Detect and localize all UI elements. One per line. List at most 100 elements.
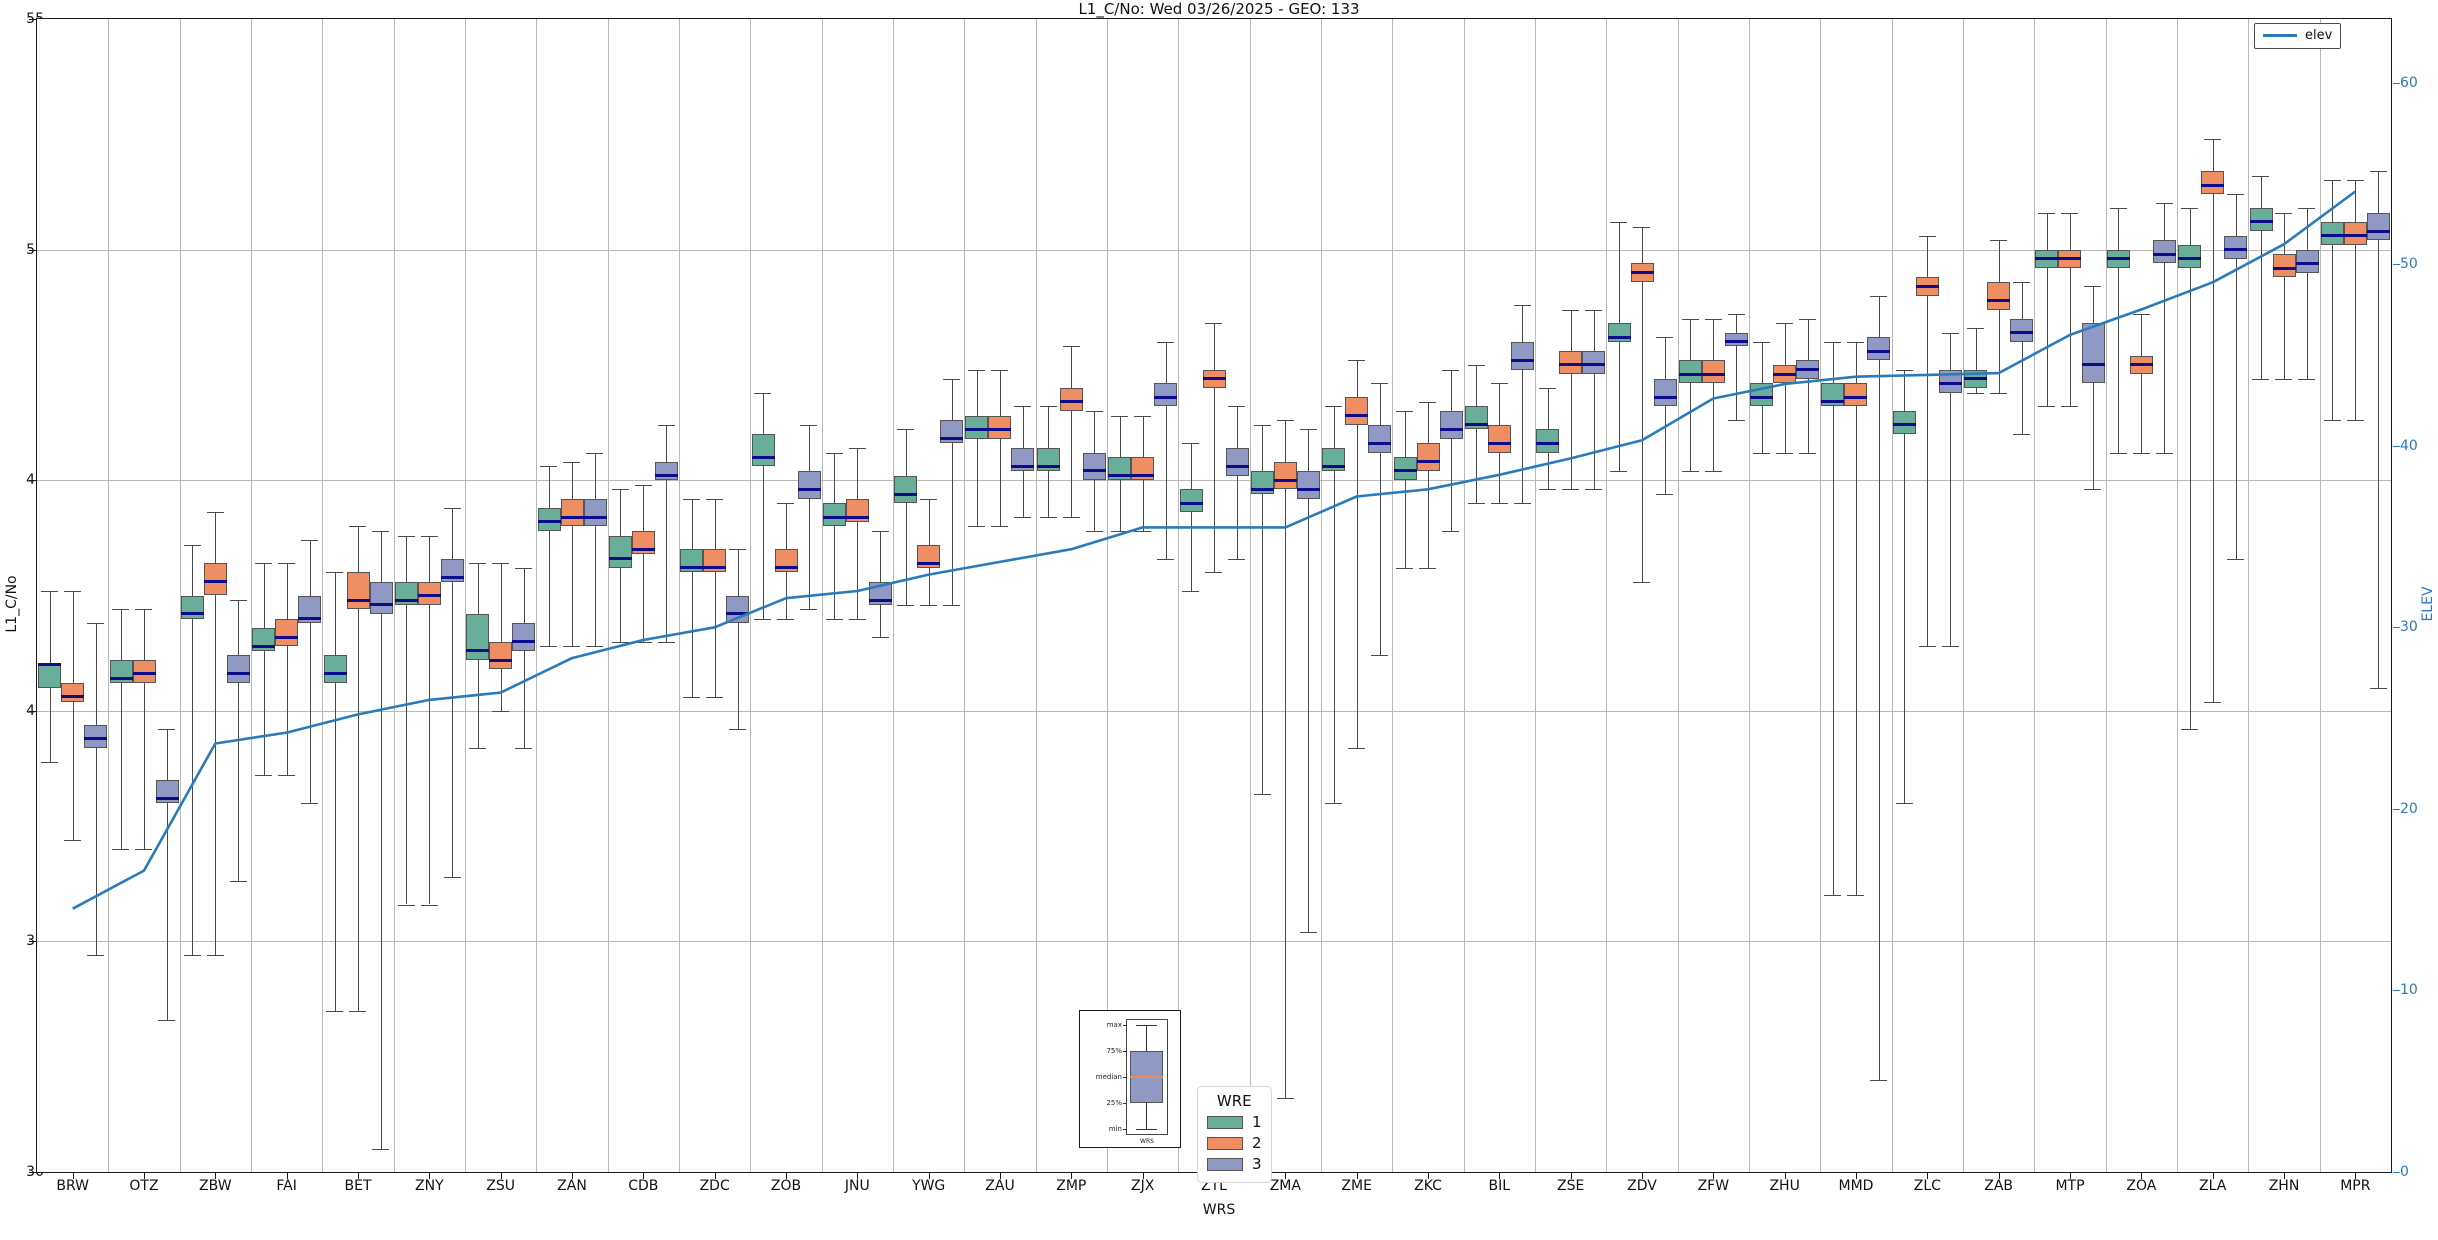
inset-label-75pct: 75% bbox=[1106, 1047, 1122, 1055]
x-axis-tick-label: ZMP bbox=[1056, 1178, 1087, 1194]
secondary-y-axis-tick-mark bbox=[2393, 445, 2400, 447]
x-axis-tick-mark bbox=[928, 1173, 930, 1179]
x-axis-tick-label: BIL bbox=[1488, 1178, 1511, 1194]
elev-line-swatch-icon bbox=[2263, 34, 2297, 37]
x-axis-tick-mark bbox=[358, 1173, 359, 1179]
x-axis-tick-label: ZLA bbox=[2199, 1178, 2227, 1194]
vertical-gridline bbox=[964, 19, 965, 1172]
inset-label-25pct: 25% bbox=[1106, 1099, 1122, 1107]
x-axis-tick-label: ZFW bbox=[1697, 1178, 1730, 1194]
secondary-y-axis-tick-label: 20 bbox=[2400, 800, 2418, 817]
x-axis-tick-mark bbox=[2070, 1173, 2071, 1179]
x-axis-tick-label: MPR bbox=[2340, 1178, 2371, 1194]
x-axis-tick-label: ZAB bbox=[1984, 1178, 2014, 1194]
x-axis-tick-label: YWG bbox=[912, 1178, 946, 1194]
x-axis-tick-label: ZAU bbox=[985, 1178, 1015, 1194]
x-axis-tick-mark bbox=[2141, 1173, 2143, 1179]
x-axis-tick-mark bbox=[2212, 1173, 2214, 1179]
x-axis-tick-mark bbox=[429, 1173, 431, 1179]
secondary-y-axis-tick-label: 0 bbox=[2400, 1164, 2409, 1180]
vertical-gridline bbox=[1464, 19, 1465, 1172]
wre-legend[interactable]: WRE 1 2 3 bbox=[1197, 1086, 1272, 1183]
wre-label-3: 3 bbox=[1252, 1155, 1262, 1173]
vertical-gridline bbox=[1107, 19, 1108, 1172]
vertical-gridline bbox=[1535, 19, 1536, 1172]
vertical-gridline bbox=[536, 19, 537, 1172]
x-axis-tick-label: ZKC bbox=[1414, 1178, 1442, 1194]
elev-polyline bbox=[72, 190, 2357, 910]
x-axis-tick-label: ZDC bbox=[699, 1178, 730, 1194]
x-axis-tick-label: ZOB bbox=[770, 1178, 802, 1194]
x-axis-tick-mark bbox=[572, 1173, 573, 1179]
y-axis-tick-mark bbox=[29, 19, 36, 20]
vertical-gridline bbox=[465, 19, 466, 1172]
x-axis-tick-label: OTZ bbox=[129, 1178, 159, 1194]
vertical-gridline bbox=[1392, 19, 1393, 1172]
secondary-y-axis-tick-label: 50 bbox=[2400, 256, 2418, 273]
wre-legend-item-2[interactable]: 2 bbox=[1207, 1134, 1262, 1152]
vertical-gridline bbox=[1963, 19, 1964, 1172]
secondary-y-axis-tick-mark bbox=[2393, 990, 2400, 992]
x-axis-tick-label: MTP bbox=[2055, 1178, 2085, 1194]
wre-swatch-2 bbox=[1207, 1136, 1243, 1150]
x-axis-tick-label: ZDV bbox=[1627, 1178, 1657, 1194]
horizontal-gridline bbox=[37, 710, 2391, 712]
x-axis-tick-label: ZJX bbox=[1131, 1178, 1155, 1194]
wre-label-2: 2 bbox=[1252, 1134, 1262, 1152]
vertical-gridline bbox=[2106, 19, 2107, 1172]
elev-line-series bbox=[72, 190, 2357, 910]
x-axis-tick-mark bbox=[1142, 1173, 1144, 1179]
vertical-gridline bbox=[679, 19, 680, 1172]
secondary-y-axis-tick-mark bbox=[2393, 1172, 2400, 1173]
x-axis-tick-label: ZME bbox=[1341, 1178, 1372, 1194]
vertical-gridline bbox=[2177, 19, 2178, 1172]
inset-tick-mark bbox=[1123, 1129, 1127, 1130]
vertical-gridline bbox=[1892, 19, 1893, 1172]
x-axis-tick-label: ZSE bbox=[1556, 1178, 1585, 1194]
inset-tick-mark bbox=[1123, 1025, 1127, 1026]
vertical-gridline bbox=[1250, 19, 1251, 1172]
x-axis-tick-mark bbox=[857, 1173, 859, 1179]
x-axis-tick-label: ZHN bbox=[2268, 1178, 2300, 1194]
boxplot-explainer-inset: max 75% median 25% min WRS bbox=[1079, 1010, 1181, 1148]
wre-legend-item-3[interactable]: 3 bbox=[1207, 1155, 1262, 1173]
x-axis-tick-label: JNU bbox=[844, 1178, 870, 1194]
x-axis-tick-mark bbox=[1071, 1173, 1073, 1179]
elev-legend[interactable]: elev bbox=[2254, 23, 2342, 49]
x-axis-tick-label: ZNY bbox=[415, 1178, 444, 1194]
secondary-y-axis-tick-label: 40 bbox=[2400, 437, 2418, 454]
x-axis-tick-mark bbox=[1784, 1173, 1786, 1179]
y-axis-tick-mark bbox=[29, 941, 36, 943]
y-axis-tick-mark bbox=[29, 710, 36, 712]
y-axis-tick-mark bbox=[29, 1172, 36, 1173]
x-axis-tick-mark bbox=[1642, 1173, 1643, 1179]
secondary-y-axis-tick-label: 30 bbox=[2400, 619, 2418, 636]
vertical-gridline bbox=[1749, 19, 1750, 1172]
x-axis-tick-mark bbox=[72, 1173, 74, 1179]
inset-label-median: median bbox=[1095, 1073, 1122, 1081]
x-axis-tick-label: ZHU bbox=[1769, 1178, 1800, 1194]
x-axis-tick-mark bbox=[2284, 1173, 2285, 1179]
wre-swatch-3 bbox=[1207, 1157, 1243, 1171]
x-axis-tick-mark bbox=[1000, 1173, 1001, 1179]
secondary-y-axis-tick-label: 10 bbox=[2400, 982, 2418, 999]
inset-label-min: min bbox=[1108, 1125, 1122, 1133]
secondary-y-axis-tick-mark bbox=[2393, 82, 2400, 84]
x-axis-tick-label: BRW bbox=[56, 1178, 89, 1194]
vertical-gridline bbox=[1678, 19, 1679, 1172]
secondary-y-axis-label: ELEV bbox=[2420, 586, 2436, 622]
vertical-gridline bbox=[1178, 19, 1179, 1172]
x-axis-tick-label: FAI bbox=[276, 1178, 297, 1194]
y-axis-tick-mark bbox=[29, 249, 36, 251]
x-axis-tick-mark bbox=[786, 1173, 787, 1179]
horizontal-gridline bbox=[37, 249, 2391, 251]
inset-tick-mark bbox=[1123, 1103, 1127, 1104]
vertical-gridline bbox=[251, 19, 252, 1172]
x-axis-tick-mark bbox=[1570, 1173, 1572, 1179]
x-axis-tick-label: ZOA bbox=[2126, 1178, 2157, 1194]
vertical-gridline bbox=[394, 19, 395, 1172]
vertical-gridline bbox=[180, 19, 181, 1172]
wre-legend-item-1[interactable]: 1 bbox=[1207, 1113, 1262, 1131]
plot-inner bbox=[37, 19, 2391, 1172]
x-axis-tick-mark bbox=[215, 1173, 217, 1179]
